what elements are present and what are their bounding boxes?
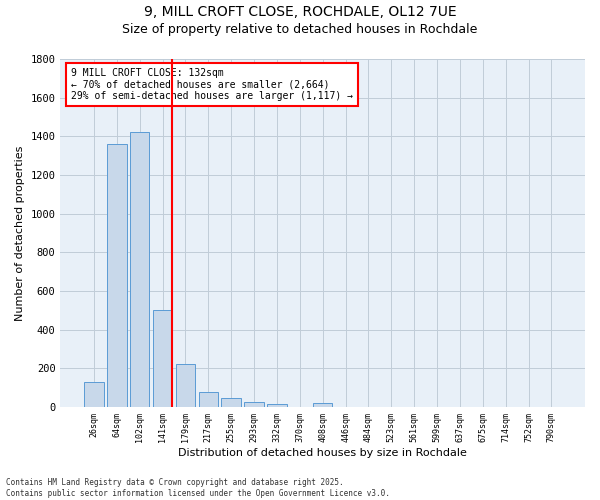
Text: Contains HM Land Registry data © Crown copyright and database right 2025.
Contai: Contains HM Land Registry data © Crown c… — [6, 478, 390, 498]
Bar — [313, 403, 332, 407]
Text: Size of property relative to detached houses in Rochdale: Size of property relative to detached ho… — [122, 22, 478, 36]
Bar — [199, 392, 218, 407]
Y-axis label: Number of detached properties: Number of detached properties — [15, 146, 25, 320]
Bar — [176, 364, 195, 407]
Bar — [244, 402, 264, 407]
Text: 9 MILL CROFT CLOSE: 132sqm
← 70% of detached houses are smaller (2,664)
29% of s: 9 MILL CROFT CLOSE: 132sqm ← 70% of deta… — [71, 68, 353, 101]
Bar — [130, 132, 149, 407]
Bar — [84, 382, 104, 407]
Bar — [221, 398, 241, 407]
X-axis label: Distribution of detached houses by size in Rochdale: Distribution of detached houses by size … — [178, 448, 467, 458]
Bar — [153, 310, 172, 407]
Text: 9, MILL CROFT CLOSE, ROCHDALE, OL12 7UE: 9, MILL CROFT CLOSE, ROCHDALE, OL12 7UE — [143, 5, 457, 19]
Bar — [267, 404, 287, 407]
Bar — [107, 144, 127, 407]
